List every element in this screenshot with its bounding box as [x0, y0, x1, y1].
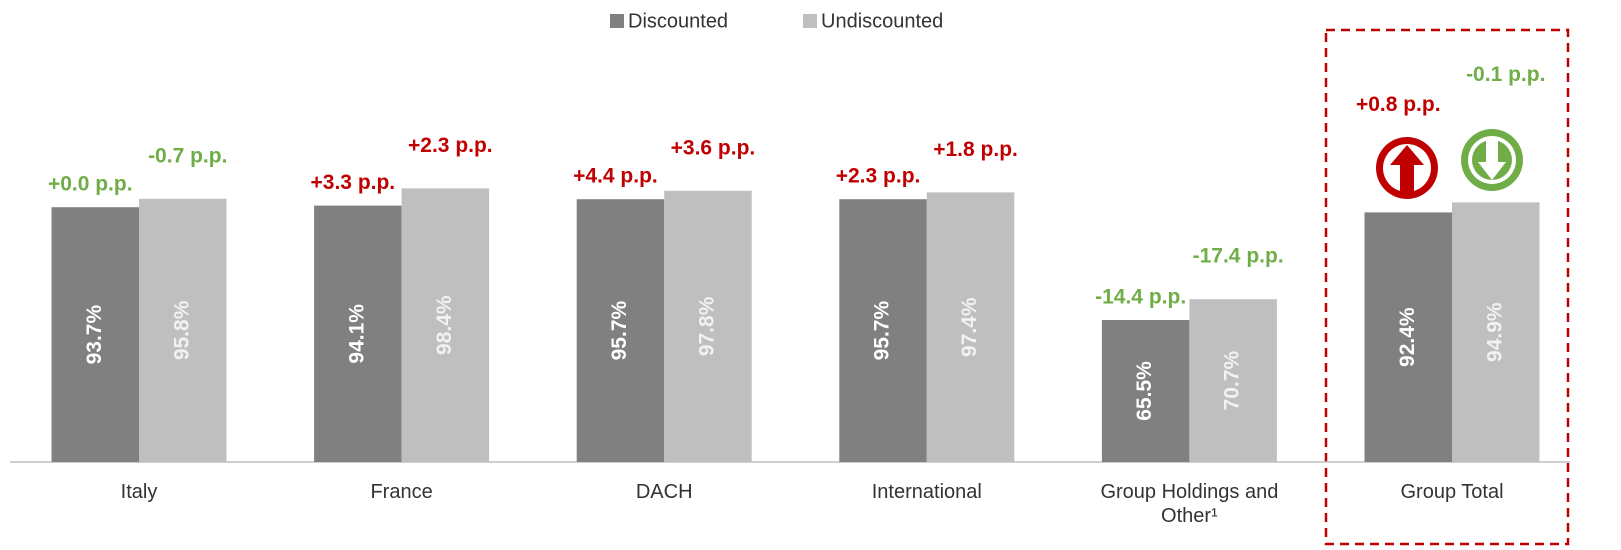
value-label: 92.4%: [1396, 307, 1419, 367]
down-arrow-icon: [1461, 129, 1523, 191]
bar: [401, 188, 490, 462]
change-label: +0.8 p.p.: [1356, 93, 1441, 116]
x-tick-label: Italy: [120, 481, 158, 503]
value-label: 95.7%: [608, 301, 631, 361]
change-label: +2.3 p.p.: [836, 165, 921, 188]
bar: [839, 199, 927, 462]
up-arrow-icon: [1376, 137, 1438, 199]
value-label: 94.9%: [1483, 302, 1506, 362]
legend-swatch: [803, 14, 817, 28]
value-label: 70.7%: [1221, 351, 1244, 411]
x-tick-label: Group Holdings and Other¹: [1100, 481, 1279, 527]
value-label: 93.7%: [83, 305, 106, 365]
change-label: -17.4 p.p.: [1193, 245, 1284, 268]
value-label: 65.5%: [1133, 361, 1156, 421]
value-label: 98.4%: [433, 295, 456, 355]
value-label: 94.1%: [345, 304, 368, 364]
legend-swatch: [610, 14, 624, 28]
change-label: +4.4 p.p.: [573, 165, 658, 188]
change-label: +2.3 p.p.: [408, 134, 493, 157]
bar: [1101, 320, 1190, 462]
bar: [314, 205, 402, 462]
bar: [926, 192, 1015, 462]
value-label: 95.7%: [871, 301, 894, 361]
change-label: +0.0 p.p.: [48, 173, 133, 196]
change-label: +3.3 p.p.: [311, 171, 396, 194]
change-label: -0.7 p.p.: [148, 144, 227, 167]
x-tick-label: DACH: [635, 481, 693, 503]
change-label: -14.4 p.p.: [1095, 286, 1186, 309]
bar: [1452, 202, 1540, 462]
x-tick-label: France: [370, 481, 433, 503]
bar: [576, 199, 665, 462]
bar: [51, 207, 139, 462]
highlight-box: [1324, 28, 1570, 546]
value-label: 97.4%: [958, 297, 981, 357]
x-tick-label: International: [871, 481, 982, 503]
value-label: 97.8%: [695, 296, 718, 356]
change-label: +1.8 p.p.: [933, 138, 1018, 161]
legend-label: Discounted: [628, 10, 728, 32]
bar: [1189, 299, 1277, 462]
value-label: 95.8%: [170, 300, 193, 360]
change-label: +3.6 p.p.: [671, 136, 756, 159]
x-tick-label: Group Total: [1400, 481, 1504, 503]
bar: [664, 190, 752, 463]
bar: [139, 198, 227, 463]
bar: [1364, 212, 1452, 462]
change-label: -0.1 p.p.: [1466, 63, 1545, 86]
legend-label: Undiscounted: [821, 10, 943, 32]
